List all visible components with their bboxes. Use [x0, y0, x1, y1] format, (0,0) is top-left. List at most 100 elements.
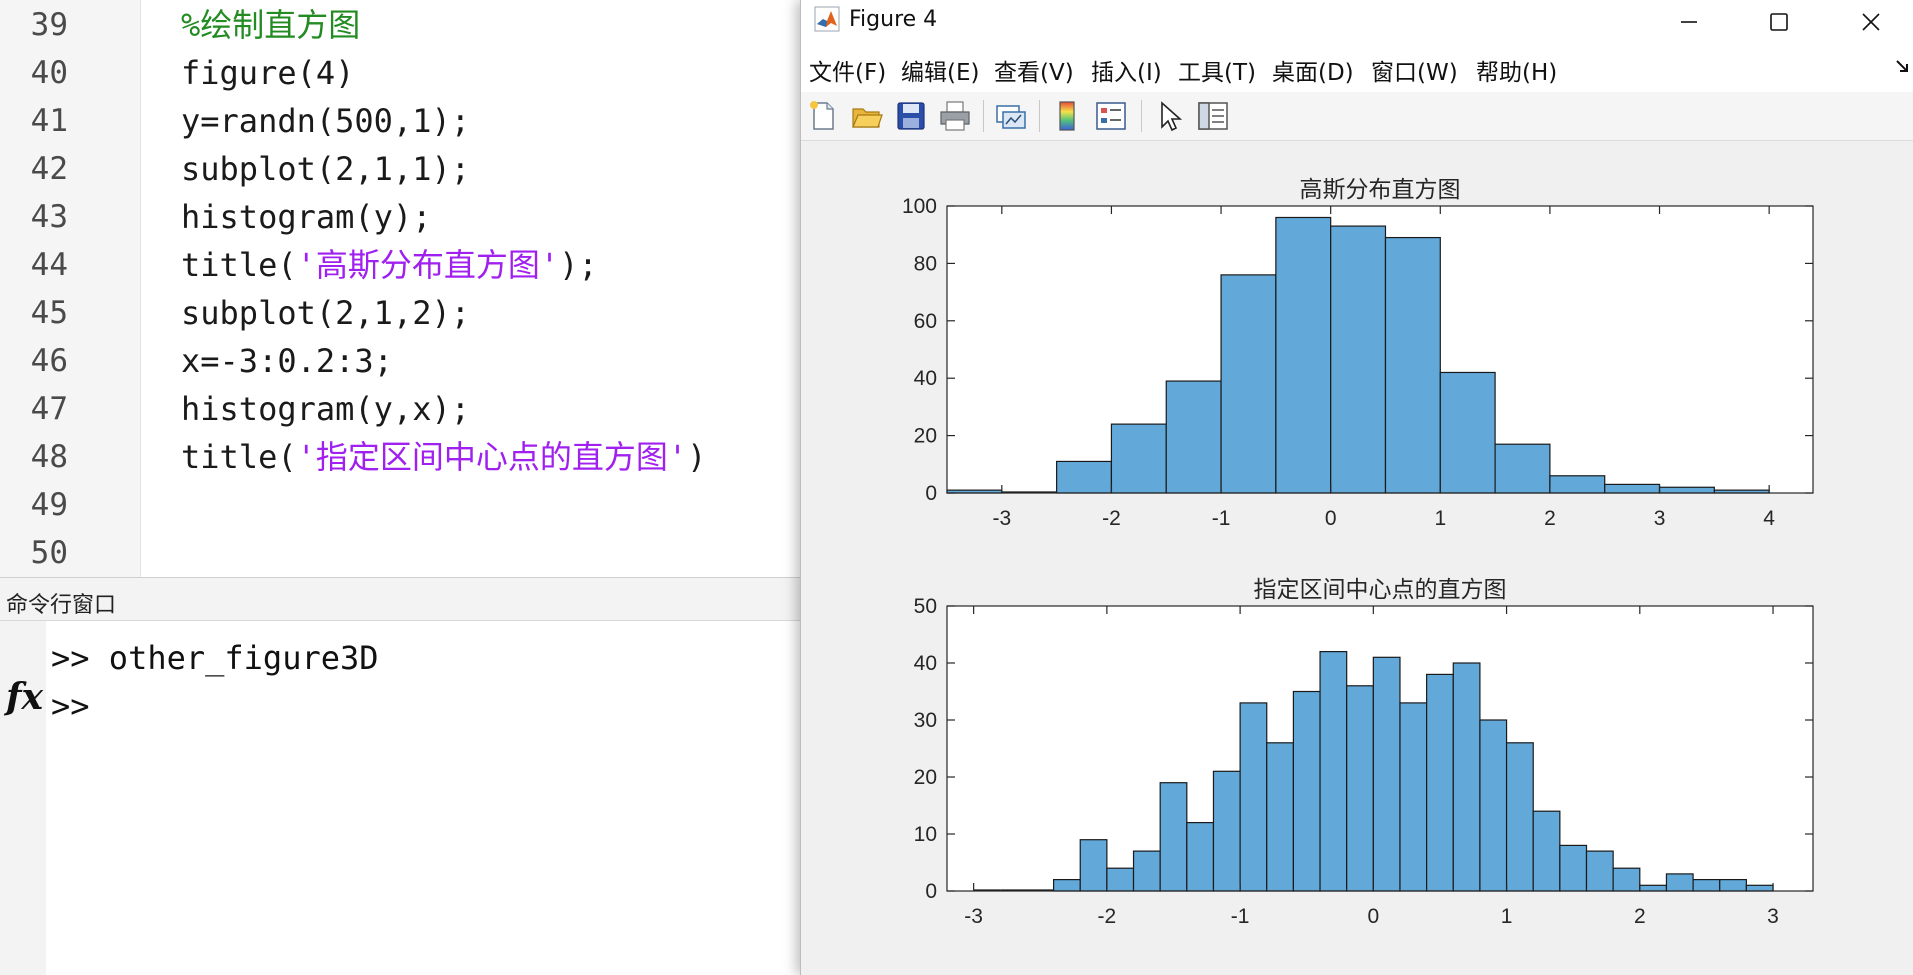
toolbar-separator	[1039, 100, 1040, 132]
figure-title: Figure 4	[849, 7, 938, 32]
x-tick-label: -3	[992, 507, 1011, 530]
y-tick-label: 0	[925, 880, 937, 903]
histogram-bar	[1494, 443, 1551, 494]
histogram-bar	[1346, 685, 1374, 892]
x-tick-label: -1	[1231, 905, 1250, 928]
code-line[interactable]: x=-3:0.2:3;	[181, 337, 393, 385]
x-tick-label: -3	[964, 905, 983, 928]
menu-tools[interactable]: 工具(T)	[1178, 60, 1256, 86]
line-number: 40	[30, 55, 68, 91]
histogram-bar	[1220, 274, 1277, 494]
command-prompt[interactable]: >>	[51, 687, 90, 725]
close-button[interactable]	[1831, 0, 1911, 43]
maximize-icon	[1770, 12, 1788, 31]
histogram-bar	[1106, 867, 1135, 892]
code-line[interactable]: subplot(2,1,1);	[181, 145, 470, 193]
chart-title: 高斯分布直方图	[1300, 177, 1461, 203]
code-editor[interactable]: 39 40 41 42 43 44 45 46 47 48 49 50 %绘制直方图 figure(4)…	[0, 0, 800, 577]
histogram-bar	[1384, 236, 1441, 494]
colorbar-icon[interactable]	[1049, 98, 1085, 134]
x-tick-label: 4	[1763, 507, 1775, 530]
new-figure-icon[interactable]	[805, 98, 841, 134]
line-number: 47	[30, 391, 68, 427]
x-tick-label: 0	[1325, 507, 1337, 530]
code-line[interactable]: title('指定区间中心点的直方图')	[181, 433, 706, 481]
y-tick-label: 40	[914, 652, 937, 675]
histogram-bar	[1532, 810, 1561, 892]
figure-title-bar[interactable]: Figure 4	[801, 0, 1913, 43]
line-number: 48	[30, 439, 68, 475]
x-tick-label: 3	[1654, 507, 1666, 530]
code-line[interactable]: figure(4)	[181, 49, 354, 97]
dock-arrow-icon[interactable]	[1895, 58, 1911, 74]
code-line[interactable]: title('高斯分布直方图');	[181, 241, 598, 289]
menu-view[interactable]: 查看(V)	[994, 60, 1074, 86]
code-string: '高斯分布直方图'	[296, 246, 560, 284]
toolbar-separator	[1141, 100, 1142, 132]
histogram-bar	[1639, 884, 1668, 892]
code-token: figure(4)	[181, 54, 355, 92]
histogram-bar	[1292, 690, 1321, 892]
histogram-bar	[1692, 878, 1721, 892]
link-plot-icon[interactable]	[993, 98, 1029, 134]
matlab-logo-icon	[814, 6, 840, 32]
line-number: 45	[30, 295, 68, 331]
pointer-icon[interactable]	[1151, 98, 1187, 134]
histogram-bar	[1132, 850, 1161, 892]
y-tick-label: 0	[925, 482, 937, 505]
x-tick-label: 2	[1544, 507, 1556, 530]
menu-help[interactable]: 帮助(H)	[1476, 60, 1558, 86]
x-tick-label: 3	[1767, 905, 1779, 928]
maximize-button[interactable]	[1739, 0, 1819, 43]
legend-icon[interactable]	[1093, 98, 1129, 134]
property-editor-icon[interactable]	[1195, 98, 1231, 134]
x-tick-label: -2	[1102, 507, 1121, 530]
open-file-icon[interactable]	[849, 98, 885, 134]
histogram-bar	[1056, 460, 1113, 494]
figure-plot-area: -3 -2 -1 0 1 2 3 4 0 20 40 60 80 100 高斯分布直方图 -3 -2 -1 0 1 2 3…	[801, 141, 1913, 975]
menu-file[interactable]: 文件(F)	[809, 60, 887, 86]
x-tick-label: -1	[1212, 507, 1231, 530]
minimize-button[interactable]	[1649, 0, 1729, 43]
print-icon[interactable]	[937, 98, 973, 134]
y-tick-label: 50	[914, 595, 937, 618]
minimize-icon	[1681, 20, 1697, 23]
line-number-gutter: 39 40 41 42 43 44 45 46 47 48 49 50	[0, 0, 141, 577]
code-line[interactable]: subplot(2,1,2);	[181, 289, 470, 337]
figure-toolbar	[801, 92, 1913, 141]
histogram-bar	[1110, 423, 1167, 494]
histogram-bar	[1719, 878, 1747, 892]
histogram-bar	[1266, 742, 1294, 892]
line-number: 42	[30, 151, 68, 187]
code-line[interactable]: y=randn(500,1);	[181, 97, 470, 145]
menu-edit[interactable]: 编辑(E)	[901, 60, 980, 86]
menu-insert[interactable]: 插入(I)	[1091, 60, 1162, 86]
axes-frame	[946, 605, 1814, 892]
x-tick-label: -2	[1098, 905, 1117, 928]
code-token: histogram(y);	[181, 198, 432, 236]
code-token: title(	[181, 438, 297, 476]
code-token: );	[559, 246, 598, 284]
code-line[interactable]: %绘制直方图	[181, 1, 360, 49]
code-comment: %绘制直方图	[181, 6, 361, 44]
histogram-bar	[1559, 844, 1588, 892]
menu-desktop[interactable]: 桌面(D)	[1272, 60, 1354, 86]
code-line[interactable]: histogram(y,x);	[181, 385, 470, 433]
code-line[interactable]: histogram(y);	[181, 193, 431, 241]
menu-window[interactable]: 窗口(W)	[1371, 60, 1458, 86]
histogram-bar	[1079, 839, 1108, 892]
save-icon[interactable]	[893, 98, 929, 134]
fx-function-browser-icon[interactable]: fx	[6, 676, 43, 718]
histogram-bar	[1399, 702, 1428, 892]
histogram-bar	[1330, 225, 1387, 494]
line-number: 49	[30, 487, 68, 523]
command-window[interactable]: >> other_figure3D >>	[46, 621, 800, 975]
line-number: 46	[30, 343, 68, 379]
close-icon	[1862, 12, 1880, 31]
code-string: '指定区间中心点的直方图'	[296, 438, 688, 476]
y-tick-label: 60	[914, 310, 937, 333]
histogram-bar	[1612, 867, 1641, 892]
axes-frame	[946, 205, 1814, 494]
code-token: y=randn(500,1);	[181, 102, 470, 140]
